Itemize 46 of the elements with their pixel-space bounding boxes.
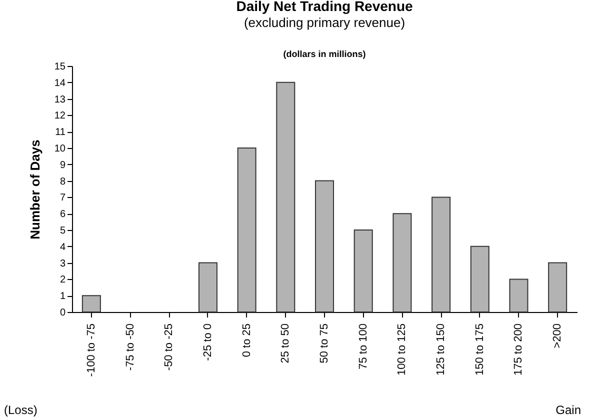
x-tick-label: -50 to -25: [163, 324, 176, 371]
x-tick-label: 125 to 150: [435, 324, 448, 376]
y-tick-label: 7: [60, 192, 66, 204]
x-tick-label: -75 to -50: [124, 324, 136, 371]
bar: [548, 262, 568, 312]
bar: [276, 82, 296, 312]
y-tick-label: 6: [60, 209, 66, 220]
x-tick-label: 175 to 200: [512, 324, 525, 376]
bar: [432, 196, 451, 312]
y-tick-label: 8: [60, 176, 66, 188]
y-tick-label: 5: [60, 226, 66, 236]
text: (dollars in millions): [283, 49, 366, 59]
x-tick-label: 150 to 175: [474, 324, 486, 376]
chart-subtitle: (excluding primary revenue): [244, 15, 406, 30]
bar: [392, 213, 412, 312]
x-tick-label: 50 to 75: [318, 324, 330, 364]
text: (Loss): [4, 403, 38, 417]
y-tick-label: 9: [60, 160, 66, 171]
bar: [82, 295, 101, 312]
y-tick-label: 14: [54, 78, 66, 89]
y-tick-label: 11: [55, 127, 66, 138]
x-tick-label: 100 to 125: [396, 324, 408, 376]
bar: [315, 180, 334, 312]
bar: [470, 246, 490, 312]
y-tick-label: 15: [54, 62, 66, 72]
y-tick-label: 4: [60, 242, 66, 253]
y-tick-label: 12: [54, 110, 66, 122]
y-tick-label: 0: [60, 308, 66, 318]
chart-title: Daily Net Trading Revenue: [236, 0, 414, 14]
y-axis-title: Number of Days: [27, 140, 42, 240]
y-tick-label: 13: [54, 94, 66, 106]
y-tick-label: 1: [60, 291, 66, 302]
bar: [509, 278, 528, 312]
y-tick-label: 3: [60, 258, 66, 270]
y-tick-label: 2: [60, 274, 66, 286]
bar: [237, 148, 256, 312]
bar: [354, 230, 373, 312]
x-tick-label: 25 to 50: [280, 324, 292, 364]
x-tick-label: 75 to 100: [357, 324, 370, 370]
bar: [198, 262, 218, 312]
text: Gain: [556, 403, 581, 417]
x-tick-label: >200: [552, 324, 564, 348]
x-tick-label: 0 to 25: [240, 324, 253, 358]
x-tick-label: -25 to 0: [202, 324, 214, 361]
x-tick-label: -100 to -75: [85, 324, 98, 377]
y-tick-label: 10: [54, 144, 66, 154]
